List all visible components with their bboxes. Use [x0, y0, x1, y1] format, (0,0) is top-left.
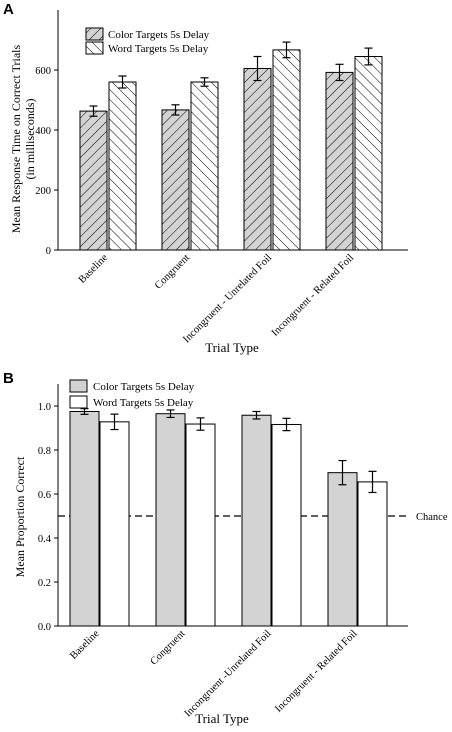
legend-swatch-color — [85, 27, 104, 41]
panel-a-legend: Color Targets 5s Delay Word Targets 5s D… — [85, 27, 210, 55]
panel-b-letter: B — [3, 370, 14, 387]
x-tick-label: Baseline — [77, 252, 111, 286]
panel-a-ylabel-line1: Mean Response Time on Correct Trials — [9, 45, 23, 234]
legend-swatch-word-b — [69, 395, 88, 409]
panel-a-chart: A Color Targets 5s Delay Word Targets 5s… — [3, 1, 408, 355]
bar — [272, 49, 301, 251]
y-tick-label: 0.4 — [38, 534, 52, 545]
bar — [243, 68, 272, 251]
bar — [357, 481, 388, 627]
y-tick-label: 0.6 — [38, 490, 51, 501]
y-tick-label: 200 — [35, 186, 51, 197]
panel-b-xlabel: Trial Type — [195, 711, 249, 726]
bar — [69, 411, 100, 627]
legend-label-color-b: Color Targets 5s Delay — [93, 381, 195, 393]
y-tick-label: 1.0 — [38, 402, 51, 413]
panel-a-xlabel: Trial Type — [205, 340, 259, 355]
bar — [241, 414, 272, 627]
x-tick-label: Congruent — [153, 252, 192, 291]
bar — [99, 421, 130, 627]
legend-label-color: Color Targets 5s Delay — [108, 29, 210, 41]
bar — [185, 423, 216, 627]
y-tick-label: 0.0 — [38, 622, 51, 633]
x-tick-label: Incongruent - Related Foil — [273, 628, 359, 714]
legend-label-word-b: Word Targets 5s Delay — [93, 397, 194, 409]
bar — [161, 109, 190, 251]
panel-b-marks: 0.0 0.2 0.4 0.6 0.8 1.0 Chance Baseline Congruen… — [38, 384, 448, 719]
y-tick-label: 0.2 — [38, 578, 51, 589]
y-tick-label: 400 — [35, 126, 51, 137]
legend-label-word: Word Targets 5s Delay — [108, 43, 209, 55]
y-tick-label: 600 — [35, 66, 51, 77]
bar — [190, 81, 219, 251]
bar — [271, 423, 302, 627]
x-tick-label: Incongruent -Unrelated Foil — [183, 628, 274, 719]
panel-a-letter: A — [3, 1, 14, 18]
y-tick-label: 0.8 — [38, 446, 51, 457]
x-tick-label: Incongruent - Related Foil — [270, 252, 356, 338]
chance-label: Chance — [416, 512, 448, 523]
bar — [354, 56, 383, 251]
x-tick-label: Baseline — [68, 628, 102, 662]
bar — [108, 81, 137, 251]
panel-b-legend: Color Targets 5s Delay Word Targets 5s D… — [69, 379, 195, 409]
x-tick-label: Congruent — [148, 628, 187, 667]
panel-b-chart: B Color Targets 5s Delay Word Targets 5s… — [3, 370, 448, 726]
panel-a-ylabel-line2: (in milliseconds) — [23, 99, 37, 180]
panel-b-ylabel: Mean Proportion Correct — [13, 456, 27, 577]
bar — [155, 413, 186, 627]
bar — [327, 472, 358, 627]
legend-swatch-color-b — [69, 379, 88, 393]
legend-swatch-word — [85, 41, 104, 55]
x-tick-label: Incongruent - Unrelated Foil — [181, 252, 274, 345]
bar — [325, 71, 354, 251]
y-tick-label: 0 — [46, 246, 51, 257]
bar — [79, 110, 108, 251]
